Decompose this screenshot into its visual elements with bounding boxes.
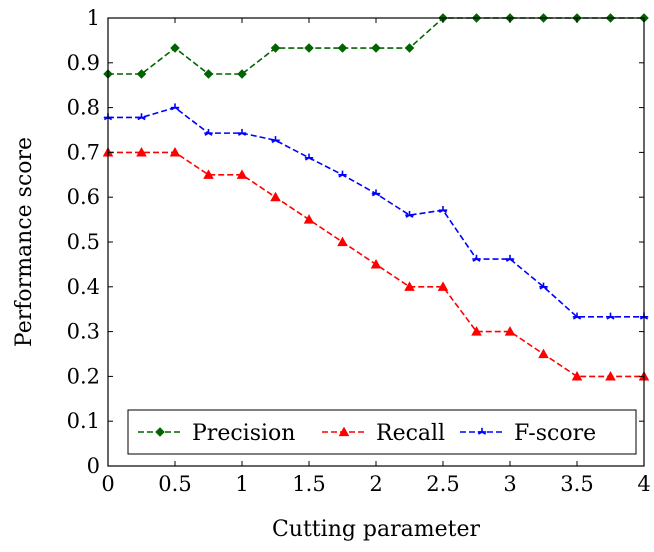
data-point-f-score — [271, 136, 280, 144]
y-tick-label: 1 — [87, 6, 100, 30]
data-point-recall — [404, 281, 415, 291]
x-tick-label: 0.5 — [158, 472, 191, 496]
plot-marks — [102, 13, 650, 381]
legend-marker-recall — [338, 426, 350, 437]
data-point-f-score — [204, 128, 213, 136]
y-tick-label: 0.2 — [67, 364, 100, 388]
x-tick-label: 0 — [101, 472, 114, 496]
x-tick-label: 3.5 — [560, 472, 593, 496]
data-point-recall — [538, 348, 549, 359]
x-tick-label: 3 — [503, 472, 516, 496]
data-point-f-score — [539, 282, 548, 290]
data-point-precision — [337, 43, 348, 53]
data-point-f-score — [505, 254, 515, 262]
data-point-f-score — [237, 128, 247, 136]
data-point-precision — [371, 43, 381, 53]
legend-label-precision: Precision — [192, 421, 295, 446]
data-point-recall — [136, 146, 147, 157]
data-point-precision — [136, 69, 147, 79]
data-point-recall — [303, 214, 315, 224]
x-axis-label: Cutting parameter — [272, 517, 481, 542]
legend-marker-f-score — [477, 427, 487, 435]
data-point-f-score — [304, 153, 314, 161]
data-point-f-score — [438, 205, 448, 213]
legend-box — [127, 409, 637, 455]
data-point-f-score — [371, 189, 381, 197]
data-point-precision — [404, 43, 415, 53]
x-tick-label: 2 — [369, 472, 382, 496]
y-tick-label: 0 — [87, 454, 100, 478]
data-point-f-score — [572, 312, 582, 320]
data-point-precision — [203, 69, 214, 79]
data-point-f-score — [137, 113, 146, 121]
y-tick-label: 0.8 — [67, 96, 100, 120]
series-line-precision — [108, 17, 644, 75]
y-tick-label: 0.1 — [67, 409, 100, 433]
legend: Precision Recall F-score — [127, 409, 637, 455]
y-tick-label: 0.4 — [67, 275, 100, 299]
data-point-recall — [471, 326, 482, 336]
data-point-recall — [437, 281, 449, 291]
data-point-precision — [304, 43, 314, 53]
data-point-f-score — [405, 210, 414, 218]
y-tick-label: 0.6 — [67, 185, 100, 209]
data-point-recall — [236, 169, 248, 179]
legend-label-f-score: F-score — [514, 421, 596, 446]
data-point-f-score — [170, 103, 180, 111]
series-line-f-score — [108, 106, 644, 318]
data-point-precision — [270, 43, 281, 53]
data-point-f-score — [338, 170, 347, 178]
data-point-precision — [237, 69, 247, 79]
data-point-recall — [571, 370, 583, 381]
legend-label-recall: Recall — [376, 421, 445, 446]
y-tick-label: 0.5 — [67, 230, 100, 254]
data-point-precision — [170, 43, 180, 53]
axis-ticks: 0 0.5 1 1.5 2 2.5 3 3.5 4 0 0.1 0.2 0.3 0.4 0.5 0.6 0.7 0… — [67, 6, 651, 496]
y-axis-label: Performance score — [12, 137, 37, 347]
x-tick-label: 2.5 — [426, 472, 459, 496]
data-point-recall — [370, 258, 382, 269]
x-tick-label: 4 — [637, 472, 650, 496]
legend-marker-precision — [155, 427, 165, 437]
data-point-recall — [504, 326, 516, 336]
data-point-f-score — [472, 254, 481, 262]
data-point-recall — [203, 169, 214, 179]
data-point-recall — [270, 191, 281, 202]
y-tick-label: 0.3 — [67, 320, 100, 344]
y-tick-label: 0.9 — [67, 51, 100, 75]
data-point-recall — [337, 236, 348, 247]
data-point-recall — [169, 146, 181, 157]
x-tick-label: 1 — [235, 472, 248, 496]
y-tick-label: 0.7 — [67, 140, 100, 164]
data-point-recall — [605, 370, 616, 381]
x-tick-label: 1.5 — [292, 472, 325, 496]
data-point-f-score — [606, 312, 615, 320]
plot-frame — [107, 17, 645, 467]
